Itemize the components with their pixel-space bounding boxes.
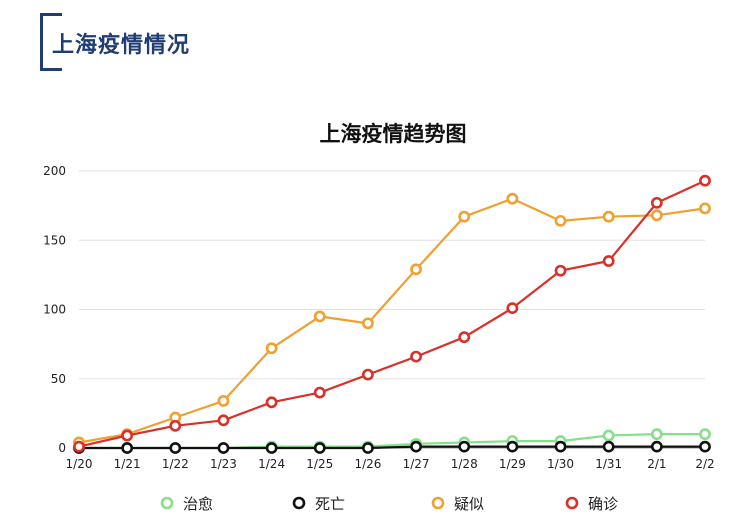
x-tick-label: 1/21: [114, 457, 141, 471]
series-2: [73, 440, 711, 454]
legend-marker: [160, 496, 174, 510]
section-header: 上海疫情情况: [40, 13, 340, 71]
data-point: [650, 209, 663, 222]
data-point: [362, 317, 374, 330]
data-point: [458, 440, 471, 453]
plot-area: 0 50 100 150 200 1/20 1/21 1/22 1/23 1/24 1/25 1/26…: [43, 164, 715, 513]
data-point: [554, 214, 567, 227]
x-tick-label: 1/29: [499, 457, 526, 471]
data-point: [602, 440, 615, 453]
data-point: [699, 202, 711, 215]
y-tick-label: 0: [58, 441, 66, 455]
data-point: [362, 368, 374, 381]
header-bracket-left: [40, 13, 43, 71]
y-tick-label: 100: [43, 303, 66, 317]
data-point: [265, 396, 278, 409]
x-tick-label: 1/22: [162, 457, 189, 471]
data-point: [121, 442, 134, 454]
x-tick-label: 1/30: [547, 457, 574, 471]
data-point: [458, 210, 471, 223]
data-point: [554, 264, 567, 277]
data-point: [506, 440, 519, 453]
data-point: [506, 192, 519, 205]
legend-marker: [431, 496, 445, 510]
x-tick-label: 1/25: [306, 457, 333, 471]
data-point: [217, 414, 230, 427]
data-point: [313, 386, 326, 399]
data-point: [265, 342, 278, 355]
data-point: [410, 440, 422, 453]
data-point: [602, 210, 615, 223]
data-point: [217, 442, 230, 454]
series-line: [79, 445, 705, 450]
x-tick-label: 1/26: [354, 457, 381, 471]
data-point: [265, 442, 278, 454]
header-bracket-bottom: [40, 68, 62, 71]
x-tick-label: 1/27: [403, 457, 430, 471]
legend-label: 治愈: [183, 495, 213, 513]
x-tick-label: 2/2: [695, 457, 714, 471]
data-point: [410, 263, 422, 276]
data-point: [169, 442, 182, 454]
series-4: [73, 174, 711, 453]
legend-label: 疑似: [454, 495, 484, 513]
legend-item-3: 疑似: [431, 495, 484, 513]
data-point: [362, 442, 374, 454]
data-point: [121, 429, 134, 442]
data-point: [699, 174, 711, 187]
y-tick-label: 150: [43, 233, 66, 247]
data-point: [169, 419, 182, 432]
data-point: [73, 440, 85, 453]
data-point: [458, 331, 471, 344]
data-point: [554, 440, 567, 453]
header-bracket-top: [40, 13, 62, 16]
y-tick-label: 200: [43, 164, 66, 178]
series-line: [78, 179, 706, 448]
section-title: 上海疫情情况: [52, 33, 191, 58]
x-tick-label: 2/1: [647, 457, 666, 471]
series-3: [73, 192, 711, 449]
data-point: [650, 196, 663, 209]
data-point: [313, 310, 326, 323]
legend-label: 确诊: [588, 495, 618, 513]
data-point: [410, 350, 422, 363]
legend-label: 死亡: [315, 495, 345, 513]
legend-item-2: 死亡: [292, 495, 345, 513]
data-point: [506, 302, 519, 315]
data-point: [217, 395, 230, 407]
x-tick-label: 1/24: [258, 457, 285, 471]
data-point: [650, 440, 663, 453]
data-point: [313, 442, 326, 454]
series-line: [78, 197, 706, 444]
y-tick-label: 50: [51, 372, 66, 386]
legend-item-1: 治愈: [160, 495, 213, 513]
data-point: [650, 428, 663, 441]
legend-item-4: 确诊: [565, 495, 618, 513]
legend-marker: [565, 496, 579, 510]
data-point: [602, 255, 615, 267]
x-tick-label: 1/20: [66, 457, 93, 471]
data-point: [699, 428, 711, 441]
data-point: [602, 429, 615, 442]
chart-title: 上海疫情趋势图: [320, 122, 467, 146]
legend-marker: [292, 496, 306, 510]
x-tick-label: 1/28: [451, 457, 478, 471]
data-point: [699, 440, 711, 453]
x-tick-label: 1/23: [210, 457, 237, 471]
x-tick-label: 1/31: [595, 457, 622, 471]
